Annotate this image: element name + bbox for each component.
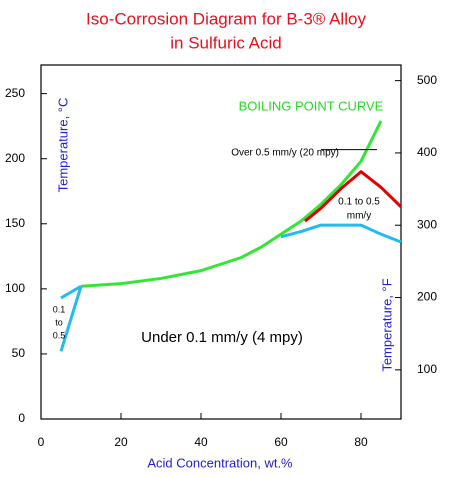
- series-line: [304, 170, 403, 223]
- x-tick-label: 60: [274, 435, 288, 449]
- plot-frame: [40, 64, 402, 420]
- x-tick-label: 20: [114, 435, 128, 449]
- y-tick-label: 100: [5, 281, 25, 295]
- y2-axis-label: Temperature, °F: [379, 278, 394, 371]
- y2-tick-label: 500: [417, 73, 437, 87]
- series-line: [80, 120, 383, 288]
- y-tick-label: 50: [12, 346, 26, 360]
- x-tick-label: 0: [38, 435, 45, 449]
- x-tick-label: 40: [194, 435, 208, 449]
- annotation: 0.1: [53, 304, 66, 314]
- y-tick-label: 150: [5, 216, 25, 230]
- series-line: [59, 284, 83, 352]
- series-line: [280, 223, 402, 244]
- annotation: Over 0.5 mm/y (20 mpy): [231, 148, 339, 159]
- annotation: 0.5: [53, 330, 66, 340]
- annotation: 0.1 to 0.5: [338, 197, 380, 208]
- x-tick-label: 80: [354, 435, 368, 449]
- y2-tick-label: 200: [417, 290, 437, 304]
- chart-title: Iso-Corrosion Diagram for B-3® Alloy: [86, 9, 366, 28]
- annotation: Under 0.1 mm/y (4 mpy): [141, 329, 303, 346]
- x-axis-label: Acid Concentration, wt.%: [147, 455, 293, 470]
- y2-tick-label: 300: [417, 217, 437, 231]
- y-axis-label: Temperature, °C: [55, 98, 70, 193]
- chart-title: in Sulfuric Acid: [170, 33, 282, 52]
- annotation: to: [55, 317, 63, 327]
- y-tick-label: 250: [5, 86, 25, 100]
- annotation: mm/y: [347, 211, 371, 222]
- y2-tick-label: 400: [417, 145, 437, 159]
- annotation: BOILING POINT CURVE: [239, 98, 384, 113]
- y-tick-label: 200: [5, 151, 25, 165]
- y-tick-label: 0: [18, 411, 25, 425]
- y2-tick-label: 100: [417, 362, 437, 376]
